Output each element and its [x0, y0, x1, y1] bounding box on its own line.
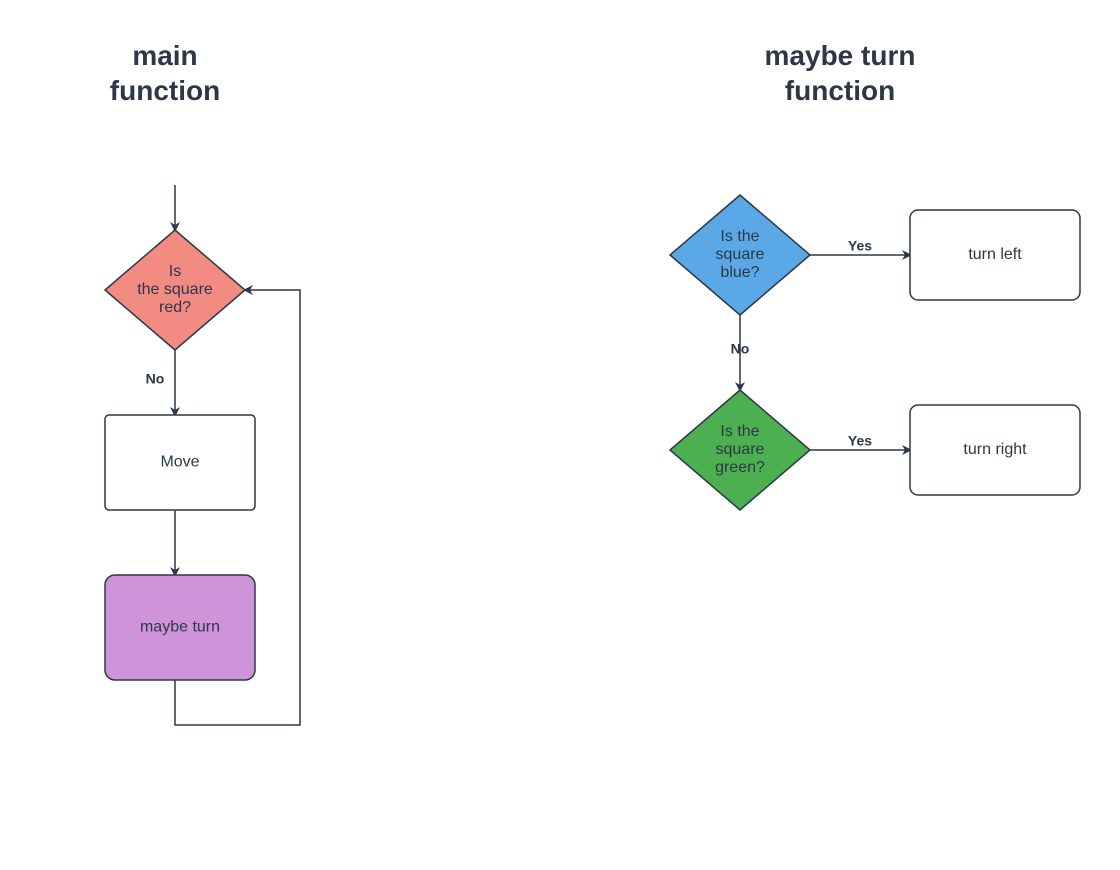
diamond-green-label-1: square — [716, 441, 765, 458]
edge-label-green_to_turnright: Yes — [848, 433, 872, 449]
rects-group: Move maybe turn turn left turn right — [105, 210, 1080, 680]
diamond-red-label-0: Is — [169, 263, 181, 280]
diamond-red-label-2: red? — [159, 299, 191, 316]
title-main-line1: main — [132, 40, 197, 71]
rect-maybeturn-label: maybe turn — [140, 619, 220, 636]
diamond-blue-label-2: blue? — [720, 264, 759, 281]
diamond-green-label-0: Is the — [720, 423, 759, 440]
diamond-blue-label-1: square — [716, 246, 765, 263]
title-maybe-line1: maybe turn — [765, 40, 916, 71]
edge-label-red_to_move: No — [146, 371, 165, 387]
diamond-blue-label-0: Is the — [720, 228, 759, 245]
diamond-green-label-2: green? — [715, 459, 765, 476]
rect-turnleft-label: turn left — [968, 246, 1022, 263]
rect-move-label: Move — [160, 454, 199, 471]
title-maybe-line2: function — [785, 75, 895, 106]
edge-label-blue_to_green: No — [731, 341, 750, 357]
edge-label-blue_to_turnleft: Yes — [848, 238, 872, 254]
rect-turnright-label: turn right — [963, 441, 1027, 458]
flowchart-canvas: main function maybe turn function Isthe … — [0, 0, 1120, 870]
title-main-line2: function — [110, 75, 220, 106]
diamond-red-label-1: the square — [137, 281, 213, 298]
